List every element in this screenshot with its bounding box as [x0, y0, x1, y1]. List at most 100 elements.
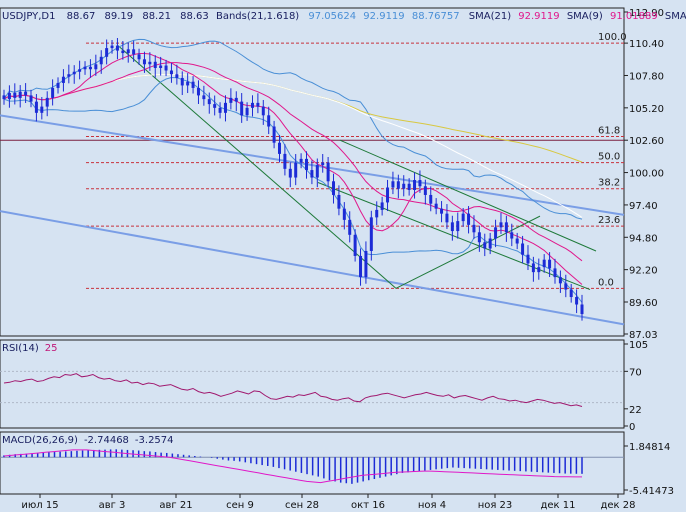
- bands-label: Bands(21,1.618): [216, 11, 299, 22]
- candle-body: [67, 74, 71, 77]
- green-trendline: [117, 45, 397, 289]
- time-tick-label: авг 21: [159, 500, 192, 511]
- candle-body: [488, 238, 492, 249]
- candle-body: [353, 234, 357, 256]
- price-candles: [2, 38, 584, 321]
- time-tick-label: ноя 4: [418, 500, 446, 511]
- candle-body: [29, 95, 33, 102]
- candle-body: [202, 95, 206, 100]
- candle-body: [110, 45, 114, 49]
- candle-body: [310, 170, 314, 178]
- candle-body: [2, 95, 6, 100]
- candle-body: [272, 126, 276, 143]
- candle-body: [434, 203, 438, 209]
- macd-plot: 1.84814 -5.41473: [0, 442, 674, 497]
- fib-label: 23.6: [598, 215, 620, 226]
- candle-body: [548, 259, 552, 269]
- blue-channel-line: [0, 210, 625, 326]
- price-tick-label: 97.40: [629, 201, 658, 212]
- candle-body: [164, 65, 168, 71]
- rsi-tick-label: 105: [629, 340, 648, 351]
- candle-body: [121, 50, 125, 54]
- candle-body: [261, 106, 265, 116]
- candle-body: [78, 69, 82, 72]
- candle-body: [332, 181, 336, 195]
- sma9-label: SMA(9): [567, 11, 603, 22]
- sma21-line: [3, 62, 583, 262]
- time-tick-label: ноя 23: [478, 500, 513, 511]
- candle-body: [521, 243, 525, 255]
- candle-body: [359, 255, 363, 278]
- candle-body: [159, 65, 163, 69]
- candle-body: [56, 82, 60, 88]
- candle-body: [126, 49, 130, 54]
- candle-body: [267, 115, 271, 127]
- candle-body: [294, 162, 298, 178]
- candle-body: [283, 153, 287, 169]
- candle-body: [186, 81, 190, 86]
- candle-body: [234, 97, 238, 102]
- candle-body: [483, 242, 487, 249]
- candle-body: [553, 268, 557, 278]
- candle-body: [396, 181, 400, 189]
- candle-body: [18, 91, 22, 98]
- candle-body: [196, 87, 200, 96]
- rsi-pane[interactable]: [0, 339, 625, 429]
- candle-body: [61, 76, 65, 83]
- candle-body: [83, 66, 87, 70]
- candle-body: [250, 102, 254, 108]
- candle-body: [115, 45, 119, 51]
- price-tick-label: 107.80: [629, 71, 664, 82]
- candle-body: [348, 219, 352, 235]
- candle-body: [526, 254, 530, 264]
- candle-body: [342, 208, 346, 220]
- candle-body: [402, 183, 406, 189]
- low-value: 88.21: [142, 11, 171, 22]
- candle-body: [142, 59, 146, 65]
- candle-body: [99, 56, 103, 65]
- bands-value-2: 92.9119: [363, 11, 404, 22]
- candle-body: [88, 66, 92, 70]
- candle-body: [504, 222, 508, 233]
- candle-body: [531, 263, 535, 273]
- candle-body: [380, 202, 384, 210]
- rsi-line: [3, 373, 583, 407]
- candle-body: [429, 194, 433, 204]
- price-tick-label: 100.00: [629, 169, 664, 180]
- fib-label: 0.0: [598, 277, 614, 288]
- price-indicators: [3, 38, 583, 303]
- candle-body: [132, 49, 136, 55]
- time-tick-label: сен 28: [285, 500, 319, 511]
- fib-label: 100.0: [598, 32, 627, 43]
- macd-tick-label: 1.84814: [629, 442, 670, 453]
- fib-label: 61.8: [598, 125, 620, 136]
- rsi-plot: 105 70 22 0: [0, 340, 648, 433]
- candle-body: [148, 61, 152, 65]
- candle-body: [386, 187, 390, 203]
- candle-body: [13, 92, 17, 98]
- bands-value-3: 88.76757: [412, 11, 460, 22]
- time-tick-label: июл 15: [21, 500, 58, 511]
- candle-body: [277, 142, 281, 154]
- candle-body: [391, 181, 395, 188]
- price-tick-label: 94.80: [629, 233, 658, 244]
- candle-body: [72, 71, 76, 75]
- candle-body: [461, 213, 465, 222]
- candle-body: [24, 91, 28, 96]
- candle-body: [537, 267, 541, 273]
- candle-body: [169, 70, 173, 75]
- header-legend: USDJPY,D1 88.67 89.19 88.21 88.63 Bands(…: [2, 11, 686, 22]
- fibonacci-levels[interactable]: 100.0 61.8 50.0 38.2 23.6 0.0: [0, 32, 627, 289]
- sma9-line: [3, 53, 583, 285]
- candle-body: [191, 81, 195, 88]
- fib-label: 50.0: [598, 152, 620, 163]
- candle-body: [450, 222, 454, 232]
- candle-body: [477, 232, 481, 243]
- candle-body: [423, 186, 427, 195]
- bands-value-1: 97.05624: [308, 11, 356, 22]
- candle-body: [445, 213, 449, 223]
- bollinger-lower: [3, 76, 583, 303]
- candle-body: [375, 209, 379, 218]
